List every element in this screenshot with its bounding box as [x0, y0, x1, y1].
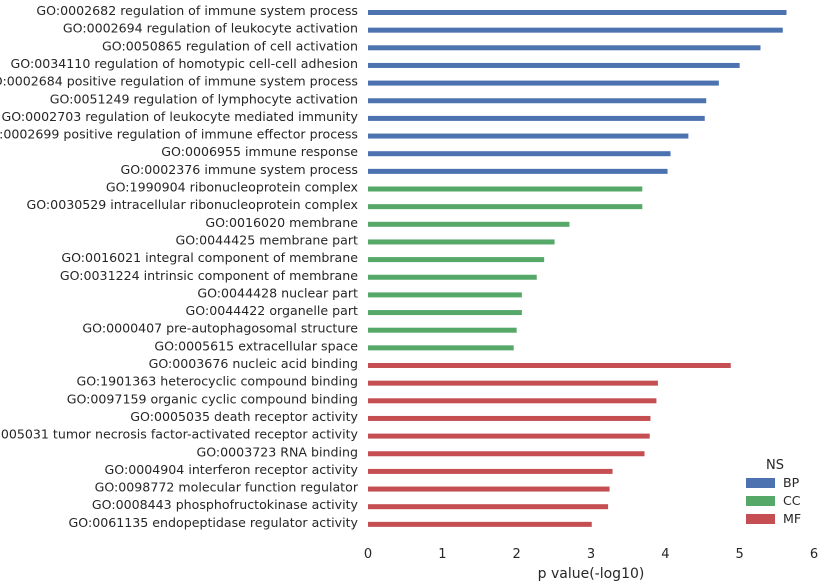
- category-label: GO:0002699 positive regulation of immune…: [0, 127, 358, 142]
- bar-cc: [368, 292, 522, 298]
- bar-mf: [368, 433, 650, 439]
- bar-mf: [368, 415, 651, 421]
- bar-mf: [368, 521, 592, 527]
- bar-cc: [368, 257, 545, 263]
- bar-mf: [368, 363, 731, 368]
- x-tick-label: 0: [364, 547, 372, 562]
- bar-cc: [368, 327, 517, 333]
- bar-cc: [368, 239, 555, 245]
- bar-mf: [368, 504, 609, 510]
- x-tick-label: 3: [587, 547, 595, 562]
- category-label: GO:0000407 pre-autophagosomal structure: [82, 321, 358, 336]
- bar-cc: [368, 204, 643, 210]
- category-label: GO:0002682 regulation of immune system p…: [36, 3, 358, 18]
- category-label: GO:0002376 immune system process: [121, 162, 358, 177]
- legend-swatch-cc: [746, 496, 775, 506]
- bar-mf: [368, 468, 613, 474]
- category-label: GO:0031224 intrinsic component of membra…: [60, 268, 358, 283]
- category-label: GO:0003676 nucleic acid binding: [149, 356, 358, 371]
- bar-cc: [368, 310, 522, 316]
- category-label: GO:0008443 phosphofructokinase activity: [92, 497, 359, 512]
- x-tick-label: 2: [513, 547, 521, 562]
- x-tick-label: 5: [736, 547, 744, 562]
- bar-mf: [368, 486, 610, 492]
- bar-bp: [368, 115, 705, 121]
- bar-cc: [368, 186, 643, 192]
- bar-bp: [368, 168, 668, 174]
- legend-title: NS: [766, 458, 784, 473]
- x-axis: 0 1 2 3 4 5 6: [364, 547, 818, 562]
- legend-swatch-mf: [746, 514, 775, 524]
- category-label: GO:0006955 immune response: [161, 144, 358, 159]
- category-label: GO:0097159 organic cyclic compound bindi…: [67, 391, 358, 406]
- x-tick-label: 6: [810, 547, 818, 562]
- category-label: GO:0050865 regulation of cell activation: [102, 38, 358, 53]
- bar-bp: [368, 80, 719, 86]
- bar-cc: [368, 274, 537, 280]
- legend-swatch-bp: [746, 478, 775, 488]
- bar-bp: [368, 62, 740, 68]
- bar-bp: [368, 10, 787, 15]
- category-label: GO:0005031 tumor necrosis factor-activat…: [0, 427, 359, 442]
- bar-mf: [368, 380, 658, 386]
- legend-label-bp: BP: [783, 475, 800, 490]
- category-label: GO:0004904 interferon receptor activity: [105, 462, 359, 477]
- category-label: GO:0016021 integral component of membran…: [61, 250, 358, 265]
- bar-bp: [368, 151, 671, 157]
- category-label: GO:0044425 membrane part: [175, 232, 358, 247]
- category-label: GO:0034110 regulation of homotypic cell-…: [11, 56, 358, 71]
- category-label: GO:0002694 regulation of leukocyte activ…: [63, 21, 358, 36]
- category-label: GO:0044428 nuclear part: [197, 285, 358, 300]
- category-label: GO:0003723 RNA binding: [196, 444, 358, 459]
- category-label: GO:0030529 intracellular ribonucleoprote…: [26, 197, 358, 212]
- x-axis-title: p value(-log10): [538, 566, 645, 582]
- category-label: GO:0051249 regulation of lymphocyte acti…: [50, 91, 358, 106]
- bar-bp: [368, 98, 707, 104]
- legend-label-mf: MF: [783, 511, 801, 526]
- bar-bp: [368, 27, 783, 33]
- x-tick-label: 1: [438, 547, 446, 562]
- category-label: GO:0005035 death receptor activity: [130, 409, 358, 424]
- category-label: GO:0005615 extracellular space: [154, 338, 358, 353]
- bar-cc: [368, 221, 570, 227]
- bar-bp: [368, 45, 761, 51]
- bar-bp: [368, 133, 689, 139]
- bar-mf: [368, 451, 645, 457]
- category-labels: GO:0002682 regulation of immune system p…: [0, 3, 359, 530]
- category-label: GO:0002684 positive regulation of immune…: [0, 74, 358, 89]
- bar-cc: [368, 345, 514, 351]
- legend: NS BP CC MF: [746, 458, 801, 526]
- category-label: GO:0002703 regulation of leukocyte media…: [1, 109, 358, 124]
- category-label: GO:0061135 endopeptidase regulator activ…: [69, 515, 359, 530]
- x-tick-label: 4: [661, 547, 669, 562]
- legend-label-cc: CC: [783, 493, 801, 508]
- category-label: GO:0016020 membrane: [205, 215, 358, 230]
- category-label: GO:1901363 heterocyclic compound binding: [76, 374, 358, 389]
- category-label: GO:1990904 ribonucleoprotein complex: [106, 180, 359, 195]
- category-label: GO:0098772 molecular function regulator: [95, 480, 359, 495]
- bars-layer: [368, 10, 787, 527]
- category-label: GO:0044422 organelle part: [186, 303, 359, 318]
- bar-mf: [368, 398, 657, 404]
